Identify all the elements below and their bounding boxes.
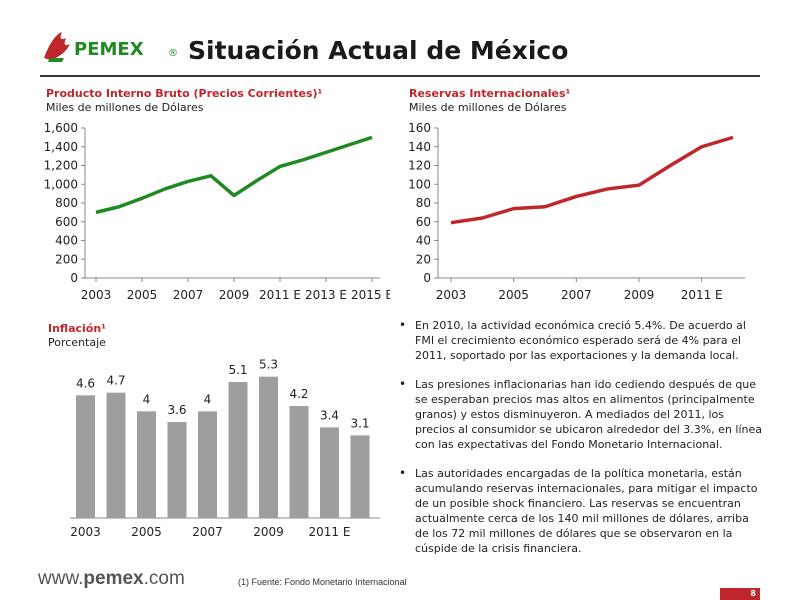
inflation-x-tick-label: 2007 [192, 525, 223, 539]
inflation-x-tick-label: 2003 [70, 525, 101, 539]
gdp-x-tick-label: 2011 E [259, 288, 301, 302]
gdp-y-tick-label: 0 [70, 271, 78, 285]
gdp-x-tick-label: 2003 [81, 288, 112, 302]
reserves-y-tick-label: 140 [408, 140, 431, 154]
url-prefix: www. [38, 568, 84, 589]
url-brand: pemex [83, 568, 144, 589]
gdp-x-tick-label: 2007 [173, 288, 204, 302]
inflation-bar [76, 395, 95, 518]
inflation-value-label: 4.2 [289, 387, 308, 401]
inflation-value-label: 4.7 [106, 374, 125, 388]
footer-website[interactable]: www.pemex.com [38, 568, 185, 590]
reserves-x-tick-label: 2007 [561, 288, 592, 302]
inflation-x-tick-label: 2005 [131, 525, 162, 539]
url-suffix: .com [143, 568, 185, 589]
logo-wordmark: PEMEX [74, 39, 144, 60]
reserves-x-tick-label: 2005 [498, 288, 529, 302]
inflation-bar [167, 422, 187, 518]
gdp-y-tick-label: 600 [55, 215, 78, 229]
reserves-line-chart: 0 20 40 60 80 100 120 140 160 2003 2005 2007 2009 201… [408, 121, 745, 302]
reserves-x-tick-label: 2003 [436, 288, 467, 302]
reserves-y-tick-label: 80 [416, 196, 431, 210]
page-number: 8 [720, 588, 760, 600]
reserves-y-tick-label: 120 [408, 159, 431, 173]
reserves-x-tick-label: 2009 [624, 288, 655, 302]
source-note: (1) Fuente: Fondo Monetario Internaciona… [238, 577, 407, 587]
inflation-bar [320, 427, 339, 518]
reserves-y-tick-label: 160 [408, 121, 431, 135]
reserves-y-tick-label: 60 [416, 215, 431, 229]
reserves-y-tick-label: 0 [423, 271, 431, 285]
gdp-y-tick-label: 1,200 [44, 159, 78, 173]
summary-bullets: En 2010, la actividad económica creció 5… [395, 318, 765, 570]
gdp-line-chart: 0 200 400 600 800 1,000 1,200 1,400 1,600 2003 200… [44, 121, 390, 302]
reserves-y-tick-label: 40 [416, 234, 431, 248]
bullet-reserves: Las autoridades encargadas de la polític… [395, 466, 765, 556]
inflation-bar [106, 392, 126, 518]
inflation-bar [350, 435, 370, 518]
reserves-chart-title: Reservas Internacionales¹ [409, 87, 571, 100]
gdp-series-line [95, 135, 373, 215]
page-title: Situación Actual de México [188, 36, 569, 65]
inflation-bar-chart: 4.6 4.7 4 3.6 4 5.1 5.3 4.2 3.4 3.1 2003 2005 2007 20… [70, 358, 380, 539]
inflation-value-label: 4.6 [76, 376, 95, 390]
gdp-y-tick-label: 1,000 [44, 177, 78, 191]
inflation-x-tick-label: 2009 [253, 525, 284, 539]
pemex-logo: PEMEX ® [44, 32, 178, 62]
gdp-x-tick-label: 2015 E [351, 288, 390, 302]
reserves-y-tick-label: 100 [408, 177, 431, 191]
reserves-y-tick-label: 20 [416, 252, 431, 266]
inflation-value-label: 3.1 [350, 416, 369, 430]
gdp-chart-title: Producto Interno Bruto (Precios Corrient… [46, 87, 323, 100]
inflation-bar [259, 376, 278, 518]
gdp-chart-subtitle: Miles de millones de Dólares [46, 101, 204, 114]
inflation-bar [137, 411, 156, 518]
inflation-value-label: 3.6 [167, 403, 186, 417]
inflation-bar [198, 411, 217, 518]
reserves-chart-subtitle: Miles de millones de Dólares [409, 101, 567, 114]
gdp-x-tick-label: 2005 [127, 288, 158, 302]
gdp-y-tick-label: 1,400 [44, 140, 78, 154]
inflation-value-label: 5.1 [228, 363, 247, 377]
inflation-value-label: 3.4 [320, 408, 339, 422]
inflation-bar [228, 382, 248, 518]
gdp-x-tick-label: 2013 E [305, 288, 347, 302]
gdp-y-tick-label: 1,600 [44, 121, 78, 135]
pemex-eagle-icon [44, 32, 70, 62]
inflation-bar [289, 406, 309, 518]
inflation-x-tick-label: 2011 E [309, 525, 351, 539]
title-divider [40, 75, 760, 77]
reserves-series-line [450, 135, 734, 225]
bullet-inflation: Las presiones inflacionarias han ido ced… [395, 377, 765, 452]
reserves-x-tick-label: 2011 E [681, 288, 723, 302]
bullet-growth: En 2010, la actividad económica creció 5… [395, 318, 765, 363]
inflation-value-label: 4 [143, 392, 151, 406]
gdp-y-tick-label: 200 [55, 252, 78, 266]
gdp-y-tick-label: 800 [55, 196, 78, 210]
inflation-chart-title: Inflación¹ [48, 322, 106, 335]
gdp-x-tick-label: 2009 [219, 288, 250, 302]
logo-registered: ® [168, 48, 178, 59]
inflation-value-label: 5.3 [259, 358, 278, 372]
inflation-chart-subtitle: Porcentaje [48, 336, 106, 349]
gdp-y-tick-label: 400 [55, 234, 78, 248]
inflation-value-label: 4 [204, 392, 212, 406]
